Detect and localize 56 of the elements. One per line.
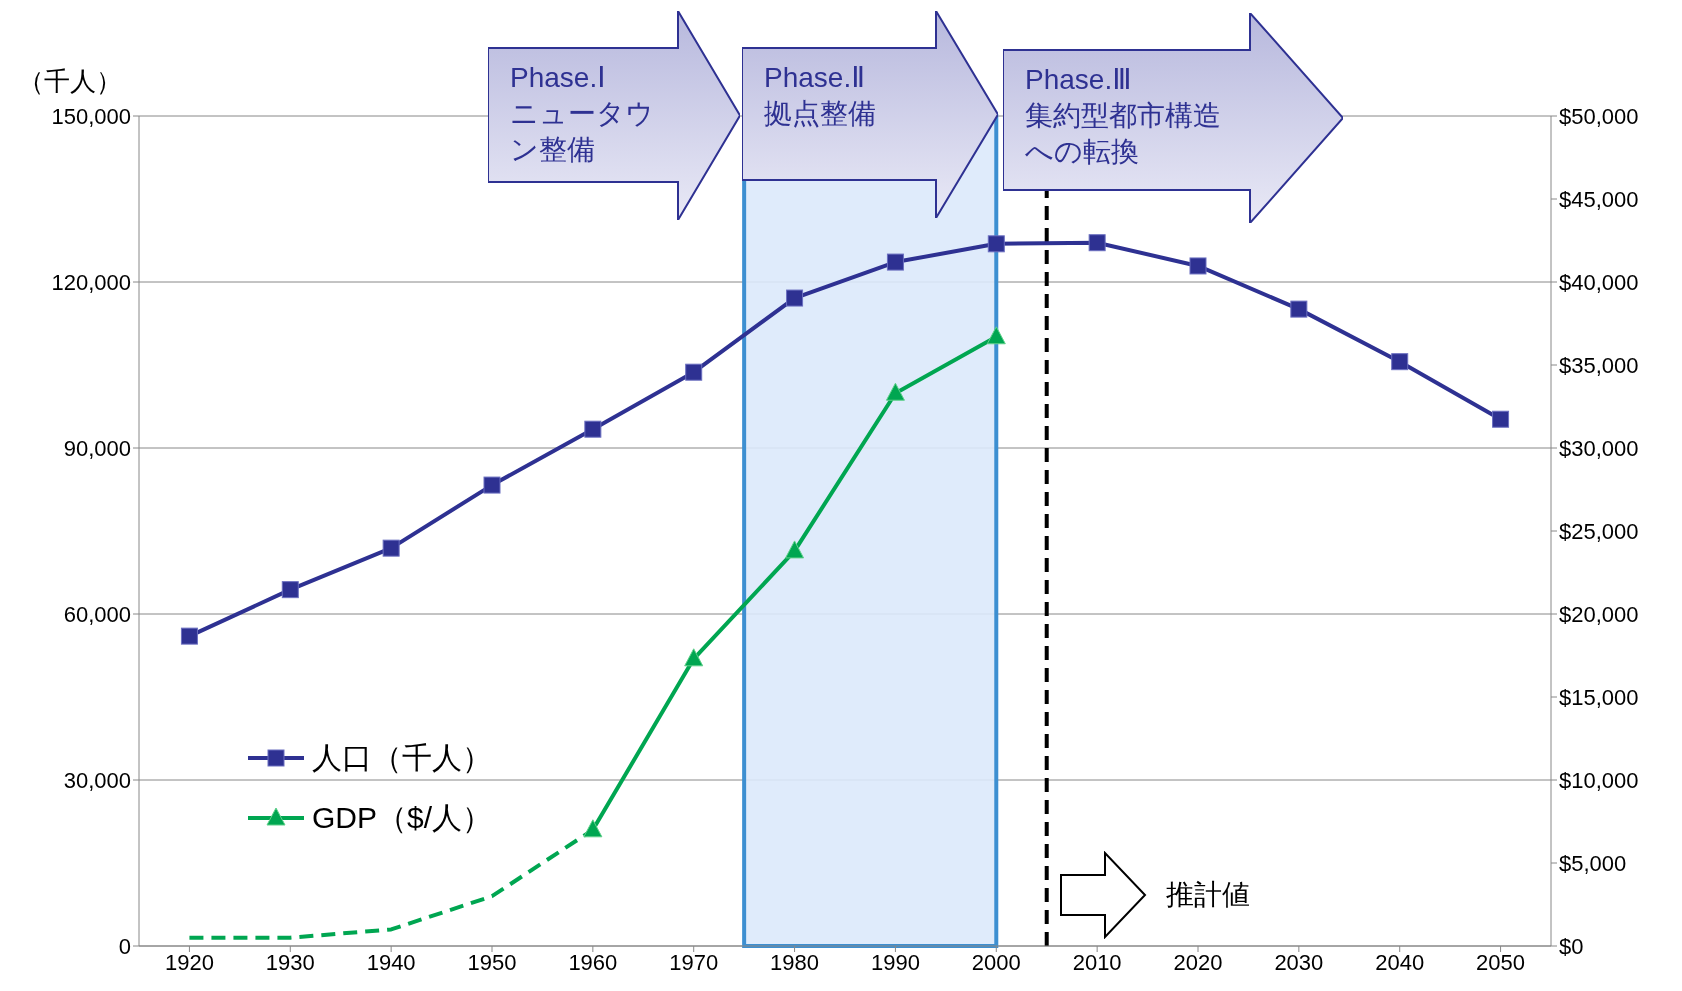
point [886,253,904,271]
x-tick-label: 1950 [467,949,517,975]
point [785,540,805,559]
x-tick-label: 2000 [971,949,1021,975]
point [483,476,501,494]
annotation: Phase.Ⅰ ニュータウン整備 [510,61,655,167]
x-tick-label: 2020 [1173,949,1223,975]
legend-label: GDP（$/人） [312,799,493,836]
point [180,627,198,645]
x-tick-label: 2050 [1476,949,1526,975]
y2-tick-label: $30,000 [1559,435,1639,461]
y2-tick-label: $40,000 [1559,269,1639,295]
x-tick-label: 2010 [1072,949,1122,975]
x-tick-label: 1920 [164,949,214,975]
y2-tick-label: $35,000 [1559,352,1639,378]
y2-tick-label: $45,000 [1559,186,1639,212]
point [987,235,1005,253]
y-tick-label: 120,000 [51,269,131,295]
y2-tick-label: $0 [1559,933,1584,959]
point [684,648,704,667]
point [584,420,602,438]
x-tick-label: 1940 [366,949,416,975]
y2-tick-label: $5,000 [1559,850,1627,876]
x-tick-label: 2030 [1274,949,1324,975]
x-tick-label: 1980 [770,949,820,975]
point [1290,300,1308,318]
point [1088,234,1106,252]
point [986,326,1006,345]
point [1391,353,1409,371]
y-axis-title: （千人） [18,65,122,98]
annotation: 推計値 [1166,878,1250,912]
y2-tick-label: $10,000 [1559,767,1639,793]
y-tick-label: 0 [118,933,131,959]
x-tick-label: 1960 [568,949,618,975]
point [885,382,905,401]
point [1492,410,1510,428]
point [1189,257,1207,275]
x-tick-label: 1930 [265,949,315,975]
y-tick-label: 30,000 [63,767,131,793]
y2-tick-label: $20,000 [1559,601,1639,627]
y-tick-label: 150,000 [51,103,131,129]
y2-tick-label: $15,000 [1559,684,1639,710]
y2-tick-label: $25,000 [1559,518,1639,544]
point [786,289,804,307]
x-tick-label: 2040 [1375,949,1425,975]
x-tick-label: 1970 [669,949,719,975]
y2-tick-label: $50,000 [1559,103,1639,129]
y-tick-label: 90,000 [63,435,131,461]
y-tick-label: 60,000 [63,601,131,627]
annotation: Phase.Ⅲ 集約型都市構造への転換 [1025,63,1222,169]
point [685,363,703,381]
legend-label: 人口（千人） [312,739,492,776]
point [382,539,400,557]
x-tick-label: 1990 [870,949,920,975]
point [281,581,299,599]
annotation: Phase.Ⅱ 拠点整備 [764,61,877,131]
